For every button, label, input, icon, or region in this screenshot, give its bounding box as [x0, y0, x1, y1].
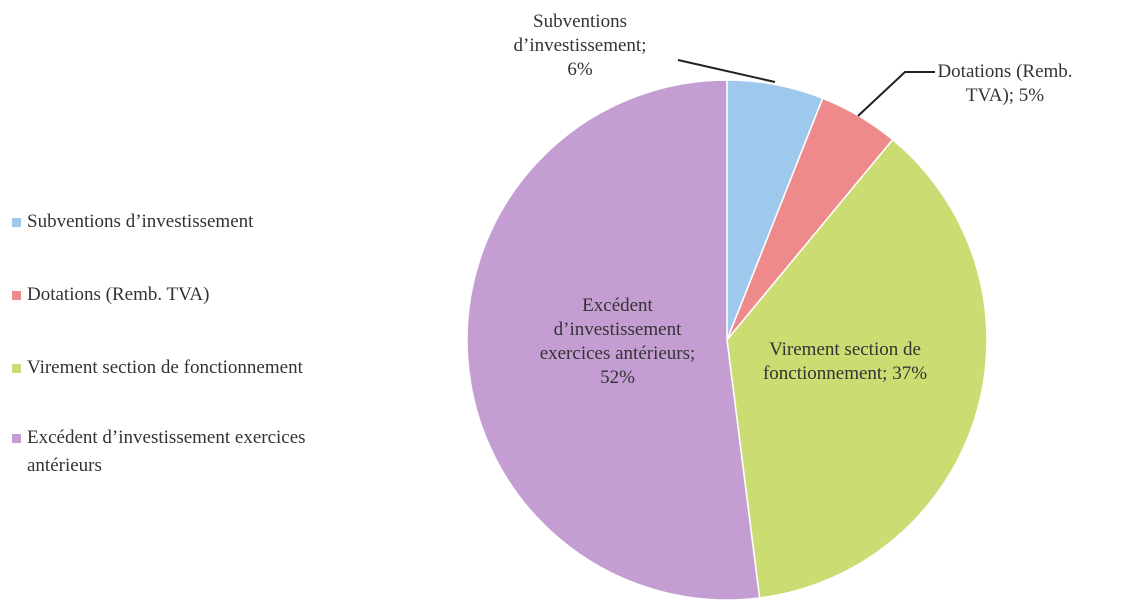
- pie-wedge: [726, 138, 988, 599]
- data-label: Virement section de fonctionnement; 37%: [762, 339, 928, 384]
- legend-swatch: [12, 218, 21, 227]
- legend-item: Dotations (Remb. TVA): [12, 281, 342, 309]
- leader-line: [677, 59, 776, 83]
- legend-item: Excédent d’investissement exercices anté…: [12, 424, 342, 480]
- legend-label: Subventions d’investissement: [27, 211, 254, 232]
- legend-item: Virement section de fonctionnement: [12, 354, 342, 382]
- legend-swatch: [12, 364, 21, 373]
- pie-wedge: [466, 79, 761, 600]
- data-label: Dotations (Remb. TVA); 5%: [937, 61, 1073, 106]
- leader-line: [857, 71, 935, 117]
- data-label: Excédent d’investissement exercices anté…: [539, 295, 696, 388]
- legend-item: Subventions d’investissement: [12, 208, 342, 236]
- legend-label: Dotations (Remb. TVA): [27, 284, 210, 305]
- legend-swatch: [12, 291, 21, 300]
- data-label: Subventions d’investissement; 6%: [513, 11, 647, 80]
- legend-label: Excédent d’investissement exercices anté…: [27, 427, 306, 476]
- legend-label: Virement section de fonctionnement: [27, 357, 303, 378]
- legend-swatch: [12, 434, 21, 443]
